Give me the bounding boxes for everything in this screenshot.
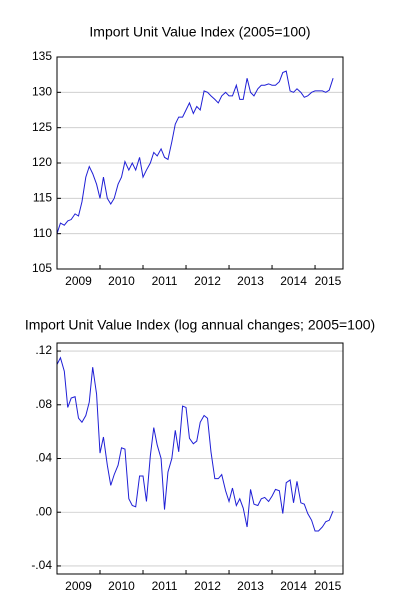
- chart-title: Import Unit Value Index (2005=100): [89, 24, 310, 40]
- data-line: [56, 356, 334, 532]
- y-tick-label: 125: [32, 120, 52, 134]
- y-tick-label: 120: [32, 155, 52, 169]
- x-tick-label: 2010: [108, 579, 135, 593]
- x-tick-label: 2012: [194, 579, 221, 593]
- y-tick-label: 135: [32, 49, 52, 63]
- y-tick-label: 110: [33, 226, 52, 240]
- y-tick-label: 115: [33, 191, 52, 205]
- x-tick-label: 2011: [152, 579, 178, 593]
- y-tick-label: 105: [32, 261, 52, 275]
- y-tick-label: 130: [32, 85, 52, 99]
- y-tick-label: .00: [35, 504, 52, 518]
- chart-title: Import Unit Value Index (log annual chan…: [25, 317, 375, 333]
- x-tick-label: 2015: [315, 274, 342, 288]
- y-tick-label: -.04: [31, 558, 52, 572]
- x-tick-label: 2009: [65, 274, 92, 288]
- plot-frame: [56, 342, 344, 575]
- plot-frame: [56, 56, 344, 270]
- x-tick-label: 2014: [280, 274, 307, 288]
- x-tick-label: 2012: [194, 274, 221, 288]
- x-tick-label: 2013: [237, 274, 264, 288]
- x-tick-label: 2011: [152, 274, 178, 288]
- x-tick-label: 2013: [237, 579, 264, 593]
- data-line: [56, 70, 334, 234]
- y-tick-label: .08: [35, 397, 52, 411]
- x-tick-label: 2015: [315, 579, 342, 593]
- y-tick-label: .04: [35, 451, 52, 465]
- x-tick-label: 2010: [108, 274, 135, 288]
- x-tick-label: 2009: [65, 579, 92, 593]
- y-tick-label: .12: [35, 343, 52, 357]
- x-tick-label: 2014: [280, 579, 307, 593]
